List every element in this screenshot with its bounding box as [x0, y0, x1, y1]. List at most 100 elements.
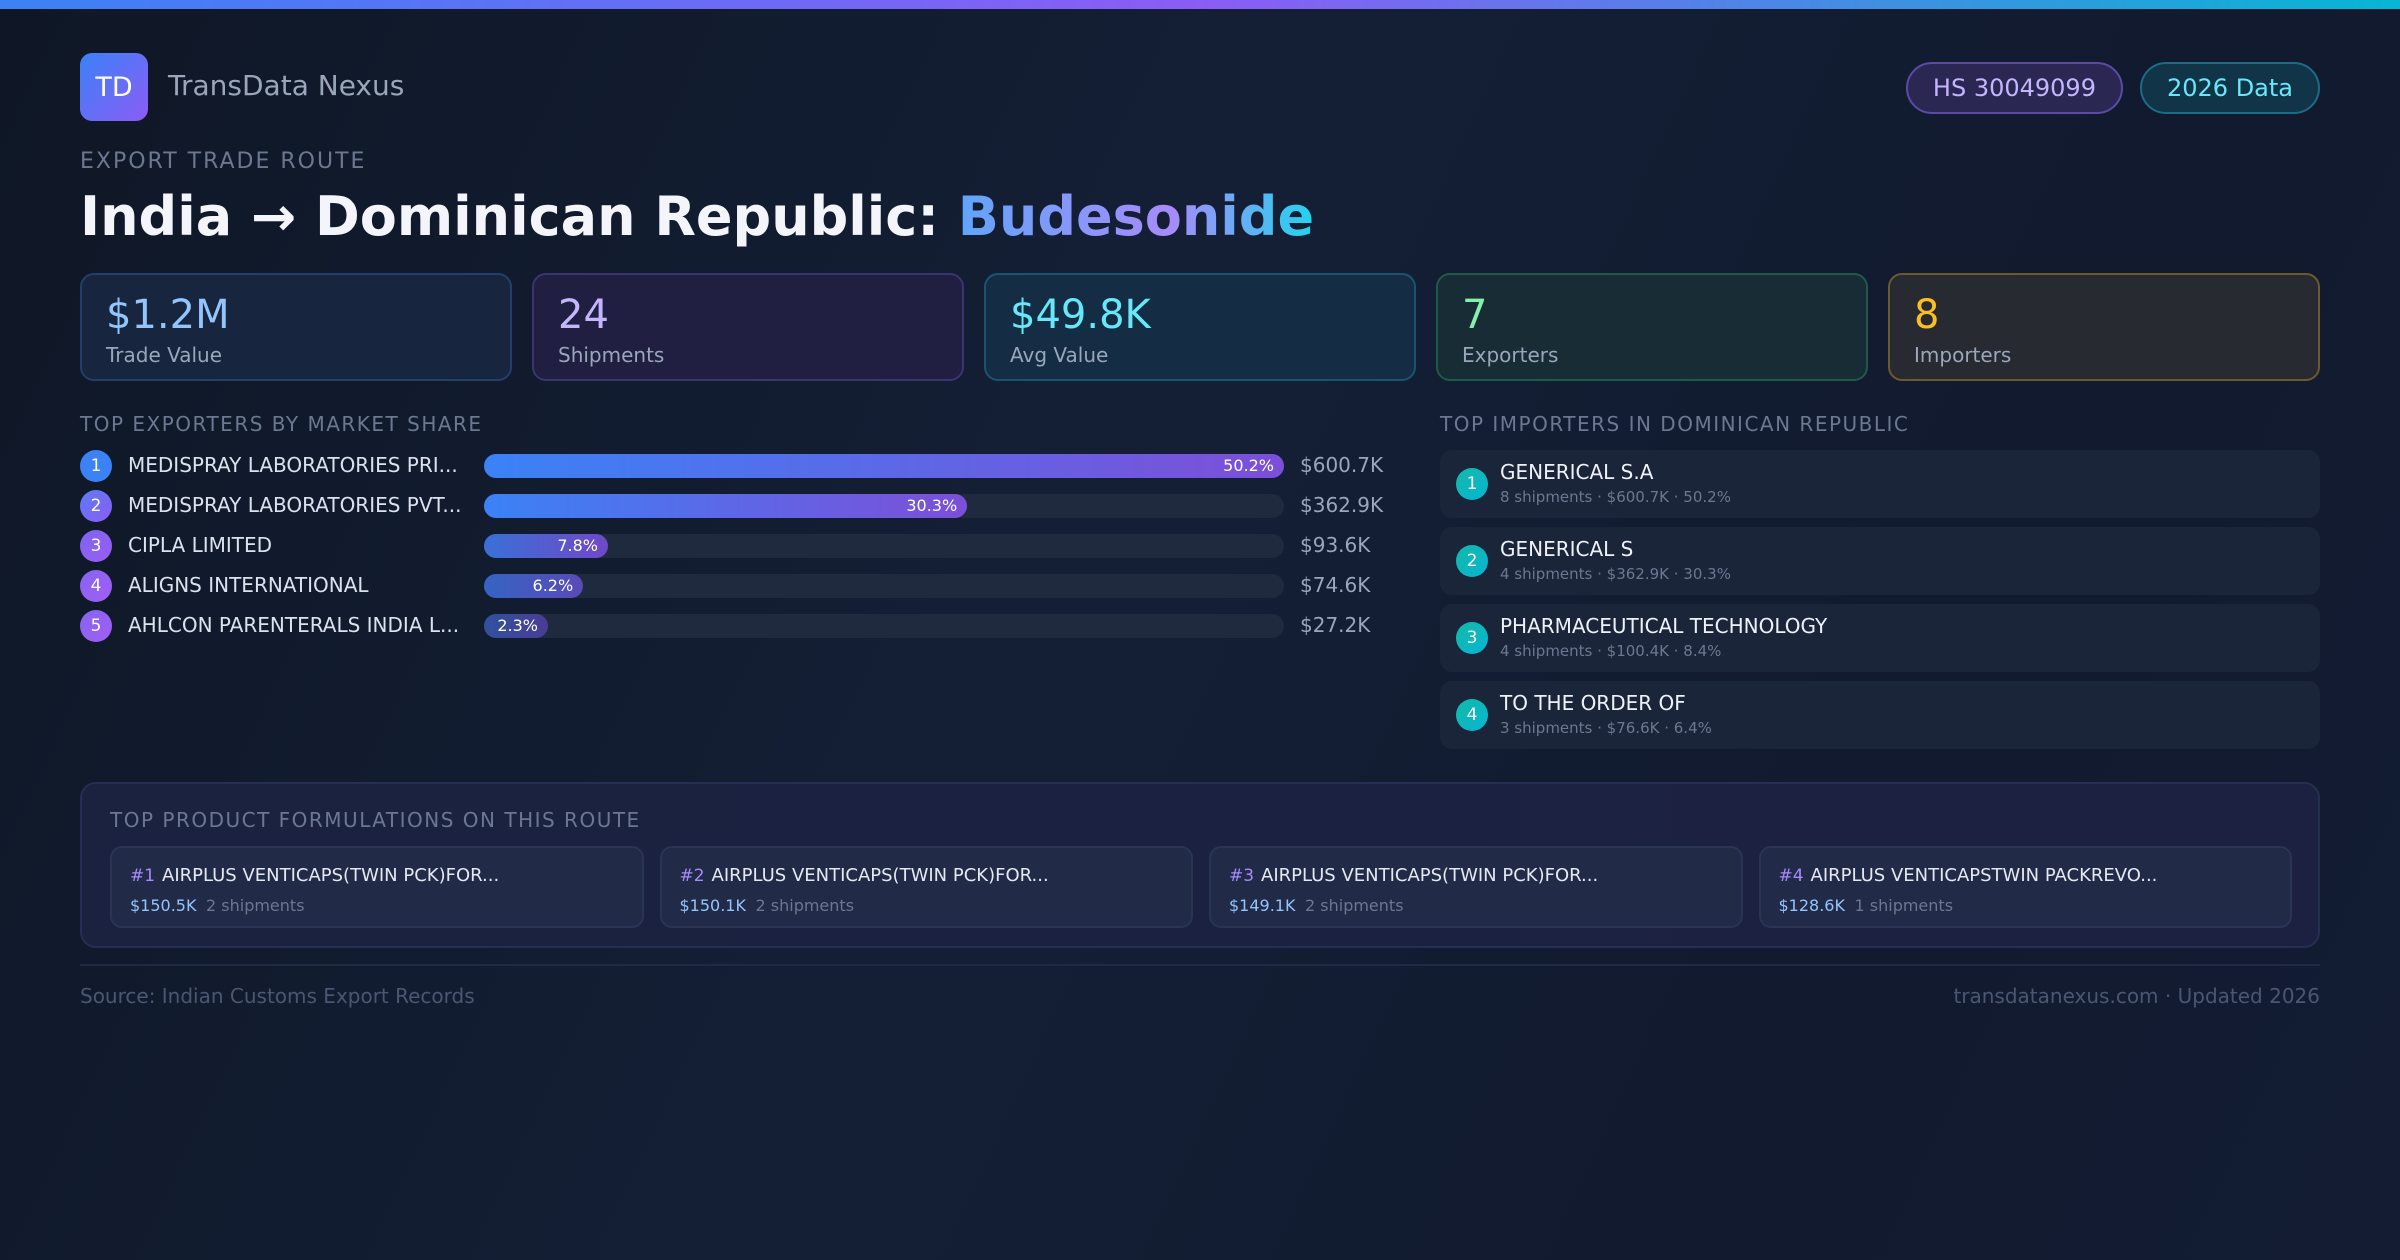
- exporter-value: $74.6K: [1300, 573, 1371, 597]
- stats-row: $1.2M Trade Value 24 Shipments $49.8K Av…: [80, 273, 2320, 381]
- formulation-value: $128.6K: [1778, 896, 1845, 915]
- exporter-row[interactable]: 5 AHLCON PARENTERALS INDIA L... 2.3% $27…: [80, 610, 1380, 642]
- header-badges: HS 30049099 2026 Data: [1905, 62, 2320, 114]
- importer-name: PHARMACEUTICAL TECHNOLOGY: [1500, 614, 1828, 638]
- exporter-name: ALIGNS INTERNATIONAL: [128, 573, 369, 597]
- formulation-card[interactable]: #3 AIRPLUS VENTICAPS(TWIN PCK)FOR... $14…: [1209, 846, 1743, 928]
- title-product: Budesonide: [957, 185, 1315, 248]
- exporter-value: $600.7K: [1300, 453, 1384, 477]
- stat-value: $1.2M: [106, 292, 230, 338]
- importers-section: TOP IMPORTERS IN DOMINICAN REPUBLIC 1 GE…: [1440, 412, 2320, 749]
- formulation-name: AIRPLUS VENTICAPSTWIN PACKREVO...: [1810, 865, 2158, 886]
- exporter-row[interactable]: 4 ALIGNS INTERNATIONAL 6.2% $74.6K: [80, 570, 1380, 602]
- stat-label: Exporters: [1462, 343, 1559, 367]
- formulation-name: AIRPLUS VENTICAPS(TWIN PCK)FOR...: [711, 865, 1049, 886]
- formulation-rank: #4: [1778, 866, 1804, 886]
- importer-card[interactable]: 3 PHARMACEUTICAL TECHNOLOGY 4 shipments …: [1440, 604, 2320, 672]
- stat-exporters: 7 Exporters: [1436, 273, 1868, 381]
- formulations-section: TOP PRODUCT FORMULATIONS ON THIS ROUTE #…: [80, 782, 2320, 948]
- share-bar-fill: 6.2%: [484, 574, 584, 598]
- logo-icon[interactable]: TD: [80, 53, 148, 121]
- formulations-heading: TOP PRODUCT FORMULATIONS ON THIS ROUTE: [110, 808, 641, 832]
- formulation-shipments: 2 shipments: [1305, 896, 1404, 915]
- exporter-name: CIPLA LIMITED: [128, 533, 273, 557]
- formulation-card[interactable]: #1 AIRPLUS VENTICAPS(TWIN PCK)FOR... $15…: [110, 846, 644, 928]
- share-bar-track: 6.2%: [484, 574, 1284, 598]
- importers-heading: TOP IMPORTERS IN DOMINICAN REPUBLIC: [1440, 412, 1910, 436]
- exporter-value: $93.6K: [1300, 533, 1371, 557]
- rank-badge: 4: [1456, 699, 1488, 731]
- share-percent: 2.3%: [497, 616, 538, 635]
- stat-value: 8: [1914, 292, 1940, 338]
- rank-badge: 1: [1456, 468, 1488, 500]
- header: TD TransData Nexus HS 30049099 2026 Data: [80, 53, 2320, 121]
- importer-name: GENERICAL S: [1500, 537, 1634, 561]
- title-route: India → Dominican Republic:: [80, 185, 958, 248]
- stat-trade-value: $1.2M Trade Value: [80, 273, 512, 381]
- importer-card[interactable]: 1 GENERICAL S.A 8 shipments · $600.7K · …: [1440, 450, 2320, 518]
- formulation-value: $150.5K: [130, 896, 197, 915]
- share-bar-fill: 50.2%: [484, 454, 1284, 478]
- exporter-value: $27.2K: [1300, 613, 1371, 637]
- importer-name: TO THE ORDER OF: [1500, 691, 1686, 715]
- share-percent: 7.8%: [557, 536, 598, 555]
- share-bar-fill: 2.3%: [484, 614, 548, 638]
- rank-badge: 2: [80, 490, 112, 522]
- stat-shipments: 24 Shipments: [532, 273, 964, 381]
- formulation-value: $150.1K: [679, 896, 746, 915]
- share-percent: 50.2%: [1223, 456, 1274, 475]
- stat-value: 7: [1462, 292, 1488, 338]
- rank-badge: 1: [80, 450, 112, 482]
- rank-badge: 3: [80, 530, 112, 562]
- data-year-badge: 2026 Data: [2139, 62, 2320, 114]
- stat-label: Avg Value: [1010, 343, 1109, 367]
- formulation-card[interactable]: #2 AIRPLUS VENTICAPS(TWIN PCK)FOR... $15…: [659, 846, 1193, 928]
- exporter-row[interactable]: 2 MEDISPRAY LABORATORIES PVT... 30.3% $3…: [80, 490, 1384, 522]
- formulation-rank: #3: [1229, 866, 1255, 886]
- formulation-rank: #1: [130, 866, 156, 886]
- stat-value: $49.8K: [1010, 292, 1151, 338]
- stat-importers: 8 Importers: [1888, 273, 2320, 381]
- footer-site-link[interactable]: transdatanexus.com · Updated 2026: [1953, 984, 2320, 1008]
- route-eyebrow: EXPORT TRADE ROUTE: [80, 149, 367, 174]
- formulation-shipments: 1 shipments: [1854, 896, 1954, 915]
- hs-code-badge: HS 30049099: [1905, 62, 2123, 114]
- importer-meta: 4 shipments · $362.9K · 30.3%: [1500, 565, 1731, 583]
- stat-label: Shipments: [558, 343, 665, 367]
- share-bar-track: 7.8%: [484, 534, 1284, 558]
- rank-badge: 2: [1456, 545, 1488, 577]
- exporter-row[interactable]: 1 MEDISPRAY LABORATORIES PRI... 50.2% $6…: [80, 450, 1384, 482]
- formulation-shipments: 2 shipments: [206, 896, 305, 915]
- top-accent-bar: [0, 0, 2400, 9]
- exporters-heading: TOP EXPORTERS BY MARKET SHARE: [80, 412, 483, 436]
- formulation-rank: #2: [679, 866, 705, 886]
- share-bar-fill: 7.8%: [484, 534, 608, 558]
- formulation-value: $149.1K: [1229, 896, 1296, 915]
- formulation-shipments: 2 shipments: [755, 896, 855, 915]
- share-bar-track: 30.3%: [484, 494, 1284, 518]
- share-percent: 30.3%: [906, 496, 958, 515]
- exporter-name: MEDISPRAY LABORATORIES PVT...: [128, 493, 462, 517]
- importer-card[interactable]: 2 GENERICAL S 4 shipments · $362.9K · 30…: [1440, 527, 2320, 595]
- exporter-name: MEDISPRAY LABORATORIES PRI...: [128, 453, 458, 477]
- formulation-card[interactable]: #4 AIRPLUS VENTICAPSTWIN PACKREVO... $12…: [1758, 846, 2292, 928]
- page-title: India → Dominican Republic: Budesonide: [80, 185, 1314, 248]
- exporter-row[interactable]: 3 CIPLA LIMITED 7.8% $93.6K: [80, 530, 1380, 562]
- importer-meta: 8 shipments · $600.7K · 50.2%: [1500, 488, 1731, 506]
- exporter-name: AHLCON PARENTERALS INDIA L...: [128, 613, 460, 637]
- share-percent: 6.2%: [532, 576, 574, 595]
- brand-name[interactable]: TransData Nexus: [168, 69, 405, 102]
- share-bar-fill: 30.3%: [484, 494, 968, 518]
- share-bar-track: 2.3%: [484, 614, 1284, 638]
- rank-badge: 5: [80, 610, 112, 642]
- formulation-cards: #1 AIRPLUS VENTICAPS(TWIN PCK)FOR... $15…: [110, 846, 2292, 928]
- footer-source: Source: Indian Customs Export Records: [80, 984, 475, 1008]
- importer-meta: 3 shipments · $76.6K · 6.4%: [1500, 719, 1712, 737]
- exporter-value: $362.9K: [1300, 493, 1384, 517]
- stat-value: 24: [558, 292, 609, 338]
- stat-label: Trade Value: [106, 343, 223, 367]
- footer-divider: [80, 964, 2320, 966]
- stat-avg-value: $49.8K Avg Value: [984, 273, 1416, 381]
- stat-label: Importers: [1914, 343, 2012, 367]
- importer-card[interactable]: 4 TO THE ORDER OF 3 shipments · $76.6K ·…: [1440, 681, 2320, 749]
